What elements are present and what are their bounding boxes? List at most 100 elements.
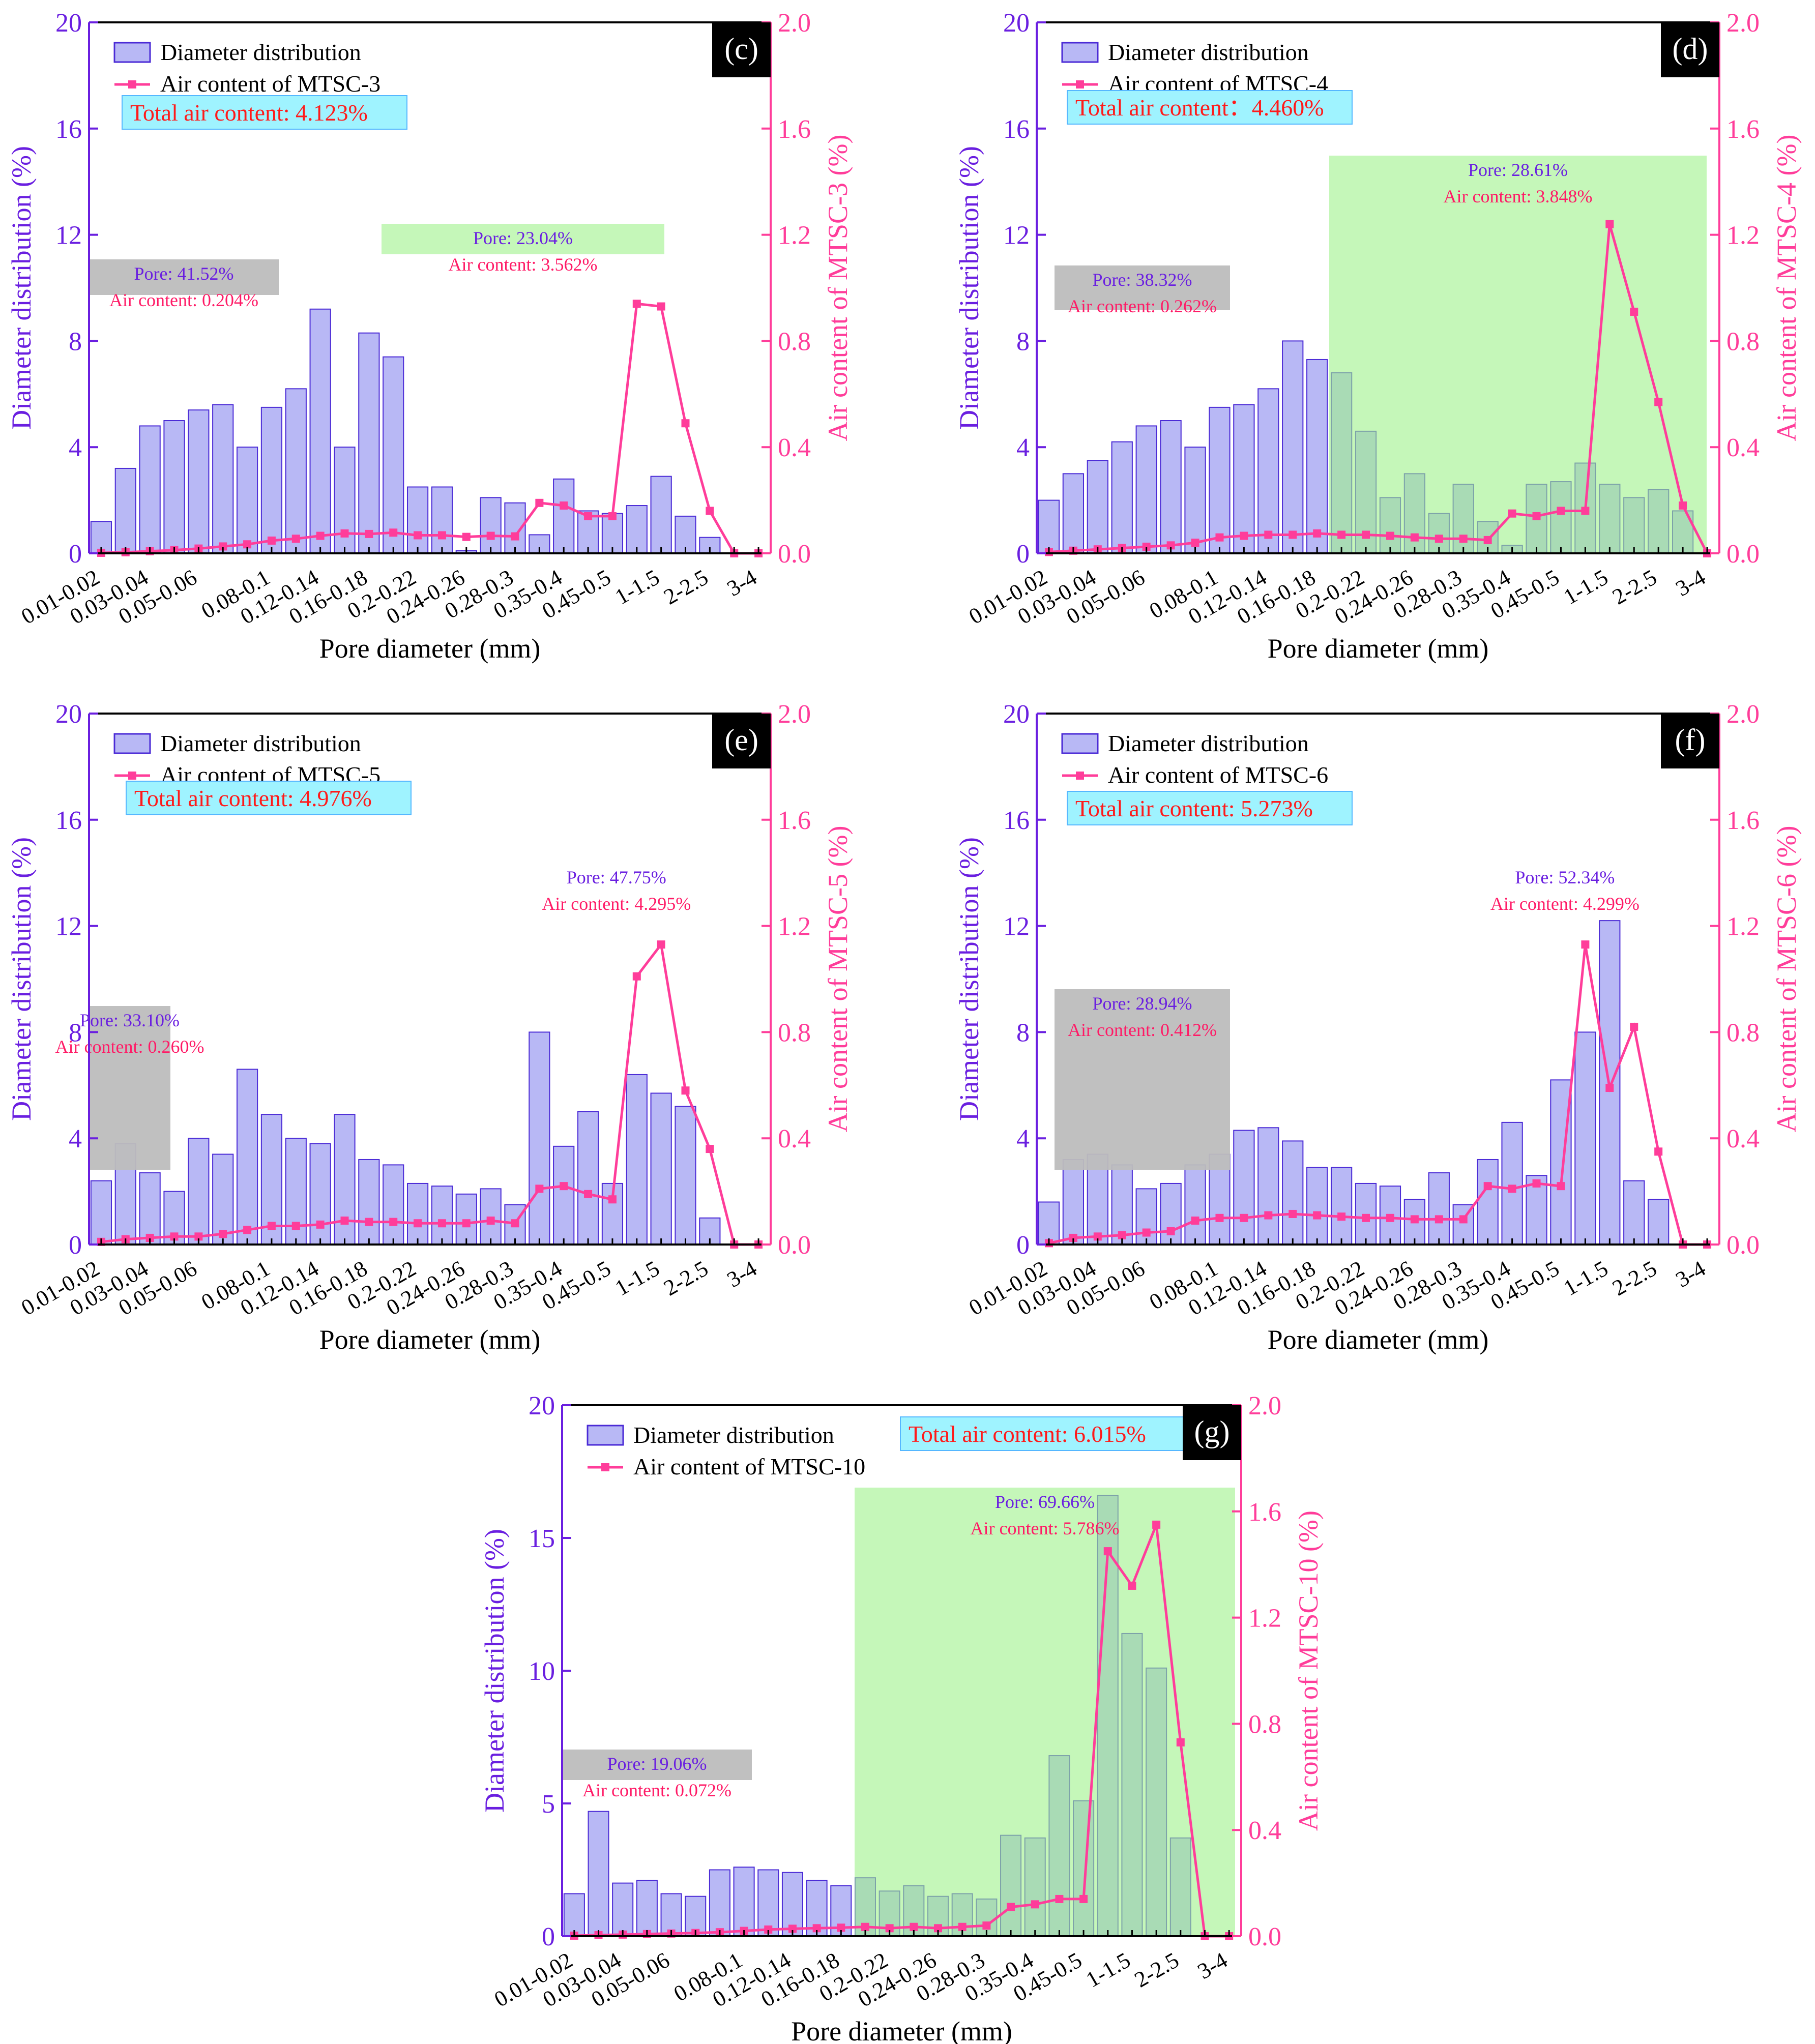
legend-bar-label: Diameter distribution bbox=[160, 730, 361, 756]
diameter-bar bbox=[588, 1811, 609, 1937]
large-air-label: Air content: 5.786% bbox=[971, 1518, 1120, 1538]
large-pore-label: Pore: 28.61% bbox=[1468, 160, 1568, 180]
x-tick-label: 2-2.5 bbox=[659, 1256, 712, 1300]
air-content-point bbox=[1508, 1184, 1516, 1193]
small-pore-label: Pore: 38.32% bbox=[1093, 270, 1192, 290]
air-content-point bbox=[511, 1219, 519, 1228]
diameter-bar bbox=[163, 420, 185, 554]
diameter-bar bbox=[406, 1182, 429, 1245]
air-content-point bbox=[1630, 1022, 1638, 1031]
air-content-point bbox=[535, 498, 544, 507]
air-content-point bbox=[1007, 1903, 1015, 1911]
left-tick-label: 8 bbox=[69, 1018, 82, 1047]
air-content-point bbox=[1654, 398, 1663, 406]
right-tick-label: 2.0 bbox=[1726, 700, 1760, 729]
air-content-point bbox=[1166, 541, 1175, 550]
diameter-bar bbox=[212, 404, 234, 554]
large-pore-label: Pore: 23.04% bbox=[473, 228, 573, 248]
small-pore-label: Pore: 19.06% bbox=[607, 1754, 707, 1774]
left-tick-label: 12 bbox=[55, 221, 82, 250]
legend-line-label: Air content of MTSC-3 bbox=[160, 71, 380, 97]
air-content-point bbox=[170, 1232, 179, 1241]
air-content-point bbox=[462, 532, 471, 541]
legend-bar-label: Diameter distribution bbox=[1108, 39, 1309, 65]
x-tick-label: 3-4 bbox=[723, 1256, 761, 1292]
right-tick-label: 1.6 bbox=[778, 806, 811, 835]
diameter-bar bbox=[1038, 1201, 1060, 1245]
air-content-point bbox=[584, 1190, 593, 1198]
air-content-point bbox=[1313, 529, 1322, 538]
air-content-point bbox=[1215, 1213, 1224, 1222]
diameter-bar bbox=[236, 447, 258, 554]
panel-label-box bbox=[1661, 22, 1719, 77]
air-content-point bbox=[1166, 1227, 1175, 1235]
left-tick-label: 20 bbox=[1003, 700, 1030, 729]
large-pore-label: Pore: 52.34% bbox=[1515, 867, 1615, 887]
diameter-bar bbox=[1306, 1167, 1328, 1246]
x-tick-label: 1-1.5 bbox=[611, 565, 664, 609]
diameter-bar bbox=[1062, 1159, 1085, 1245]
panel-label-box bbox=[712, 22, 771, 77]
right-tick-label: 0.0 bbox=[778, 540, 811, 569]
air-content-point bbox=[885, 1924, 894, 1933]
x-tick-label: 3-4 bbox=[723, 565, 761, 601]
x-tick-label: 1-1.5 bbox=[1559, 1256, 1612, 1300]
diameter-bar bbox=[1330, 1167, 1353, 1246]
diameter-bar bbox=[650, 476, 672, 554]
air-content-point bbox=[560, 1182, 568, 1191]
legend-bar-label: Diameter distribution bbox=[1108, 730, 1309, 756]
chart-panel-e: Pore: 33.10% Air content: 0.260% Pore: 47.… bbox=[6, 700, 853, 1355]
diameter-bar bbox=[1038, 499, 1060, 554]
air-content-point bbox=[1410, 533, 1419, 542]
air-content-point bbox=[145, 1233, 154, 1242]
right-tick-label: 2.0 bbox=[1726, 9, 1760, 38]
legend-bar-swatch bbox=[1061, 42, 1099, 63]
small-pore-region bbox=[562, 1750, 752, 1780]
air-content-point bbox=[1289, 530, 1297, 539]
diameter-bar bbox=[1062, 473, 1085, 554]
left-tick-label: 0 bbox=[1016, 1231, 1030, 1260]
diameter-bar bbox=[1160, 1182, 1182, 1245]
left-tick-label: 20 bbox=[55, 9, 82, 38]
air-content-point bbox=[1679, 501, 1687, 510]
diameter-bar bbox=[675, 1106, 696, 1246]
small-air-label: Air content: 0.260% bbox=[55, 1036, 204, 1057]
left-axis-title: Diameter distribution (%) bbox=[479, 1529, 510, 1813]
diameter-bar bbox=[139, 1172, 161, 1246]
diameter-bar bbox=[529, 1031, 550, 1246]
legend-bar-label: Diameter distribution bbox=[633, 1422, 834, 1448]
diameter-bar bbox=[1306, 359, 1328, 554]
diameter-bar bbox=[285, 388, 307, 554]
air-content-point bbox=[837, 1923, 845, 1932]
left-tick-label: 20 bbox=[1003, 9, 1030, 38]
air-content-point bbox=[414, 1219, 422, 1228]
legend-line-marker bbox=[1076, 772, 1084, 780]
air-content-point bbox=[861, 1922, 869, 1931]
left-tick-label: 16 bbox=[1003, 806, 1030, 835]
air-content-point bbox=[267, 1222, 276, 1230]
diameter-bar bbox=[1160, 420, 1182, 554]
right-tick-label: 0.8 bbox=[1248, 1710, 1281, 1739]
air-content-point bbox=[1191, 539, 1199, 547]
small-air-label: Air content: 0.412% bbox=[1068, 1020, 1217, 1040]
air-content-point bbox=[1532, 1179, 1541, 1188]
air-content-point bbox=[1069, 1233, 1077, 1242]
diameter-bar bbox=[1087, 460, 1108, 554]
diameter-bar bbox=[334, 1114, 356, 1245]
air-content-point bbox=[1118, 1231, 1126, 1239]
left-tick-label: 5 bbox=[542, 1790, 555, 1819]
air-content-point bbox=[1508, 509, 1516, 518]
x-tick-label: 1-1.5 bbox=[1559, 565, 1612, 609]
legend-line-marker bbox=[1076, 80, 1084, 88]
air-content-point bbox=[389, 1218, 398, 1226]
air-content-point bbox=[219, 542, 227, 551]
diameter-bar bbox=[480, 497, 502, 554]
air-content-point bbox=[1240, 1213, 1248, 1222]
legend-bar-label: Diameter distribution bbox=[160, 39, 361, 65]
air-content-point bbox=[1630, 307, 1638, 316]
air-content-point bbox=[1435, 535, 1443, 543]
air-content-point bbox=[243, 1226, 252, 1234]
total-air-box bbox=[1067, 791, 1353, 825]
air-content-point bbox=[657, 940, 665, 949]
x-tick-label: 2-2.5 bbox=[1130, 1947, 1183, 1992]
